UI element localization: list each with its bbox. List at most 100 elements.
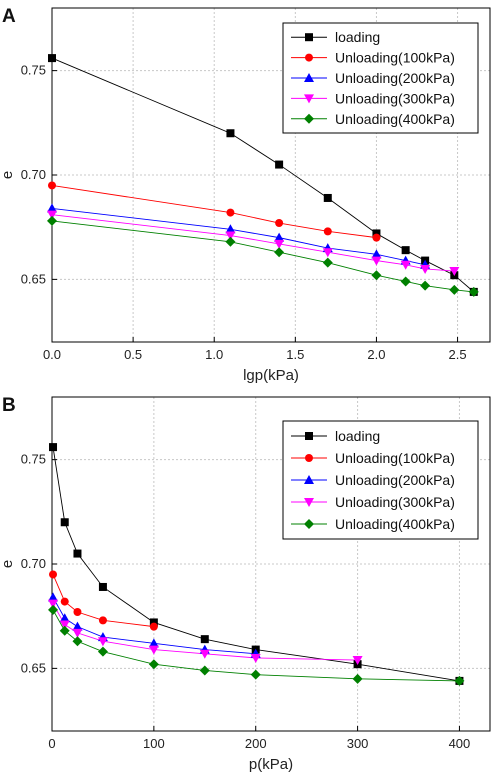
data-point-series-3 — [72, 628, 83, 638]
data-point-series-4 — [449, 284, 460, 295]
data-point-series-4 — [352, 673, 363, 684]
legend: loading Unloading(100kPa) Unloading(200kPa… — [282, 22, 479, 134]
data-point-series-2 — [274, 232, 285, 242]
data-point-series-4 — [322, 257, 333, 268]
series-line-3 — [51, 214, 455, 272]
x-axis-label: lgp(kPa) — [243, 367, 299, 384]
legend-marker — [305, 454, 313, 462]
x-tick-label: 1.0 — [205, 347, 223, 362]
data-point-series-0 — [60, 518, 69, 527]
data-point-series-3 — [97, 637, 108, 647]
data-point-series-0 — [149, 618, 158, 627]
legend-label: Unloading(100kPa) — [335, 50, 455, 66]
data-point-series-3 — [449, 267, 460, 277]
x-tick-label: 300 — [347, 736, 369, 751]
legend-marker — [304, 475, 314, 484]
data-point-series-2 — [59, 613, 70, 623]
data-point-series-4 — [148, 659, 159, 670]
data-point-series-4 — [454, 675, 465, 686]
x-tick-label: 100 — [143, 736, 165, 751]
x-tick-label: 0 — [48, 736, 55, 751]
legend-label: Unloading(300kPa) — [335, 494, 455, 510]
data-point-series-3 — [225, 231, 236, 241]
data-point-series-4 — [225, 236, 236, 247]
data-point-series-0 — [275, 160, 284, 169]
y-tick-label: 0.65 — [21, 271, 46, 286]
legend-marker — [304, 73, 314, 82]
data-point-series-0 — [48, 54, 56, 63]
data-point-series-3 — [371, 256, 382, 266]
legend-label: Unloading(400kPa) — [335, 111, 455, 127]
chart-panel-a: A 0.0 0.5 1.0 1.5 2.0 2.5 0.65 0.70 0.75 lgp(kPa) e… — [0, 6, 491, 384]
data-point-series-0 — [323, 193, 332, 202]
data-point-series-3 — [274, 239, 285, 249]
x-axis-label: p(kPa) — [249, 756, 293, 773]
y-axis-label: e — [0, 171, 16, 179]
x-tick-label: 0.0 — [43, 347, 61, 362]
data-point-series-3 — [250, 653, 261, 663]
legend: loading Unloading(100kPa) Unloading(200kPa… — [282, 420, 479, 540]
panel-letter: B — [2, 395, 16, 416]
legend-label: loading — [335, 428, 380, 444]
panel-letter: A — [2, 6, 16, 27]
legend-marker — [304, 498, 314, 507]
data-point-series-4 — [72, 636, 83, 647]
data-point-series-1 — [48, 181, 56, 190]
data-point-series-1 — [275, 219, 284, 228]
x-tick-label: 200 — [245, 736, 267, 751]
data-point-series-1 — [226, 208, 235, 217]
data-point-series-2 — [371, 249, 382, 259]
data-point-series-3 — [148, 645, 159, 655]
data-point-series-4 — [199, 665, 210, 676]
data-point-series-0 — [200, 635, 209, 644]
series-line-3 — [52, 603, 358, 661]
legend-label: Unloading(400kPa) — [335, 516, 455, 532]
y-axis-label: e — [0, 560, 16, 568]
data-point-series-0 — [226, 129, 235, 138]
data-point-series-0 — [401, 246, 410, 255]
data-point-series-4 — [400, 276, 411, 287]
data-point-series-1 — [60, 597, 69, 606]
y-tick-label: 0.70 — [21, 556, 46, 571]
legend-label: Unloading(200kPa) — [335, 472, 455, 488]
legend-marker — [305, 33, 313, 42]
y-tick-label: 0.65 — [21, 660, 46, 675]
data-point-series-3 — [59, 620, 70, 630]
legend-marker — [304, 519, 314, 529]
y-tick-label: 0.70 — [21, 167, 46, 182]
data-point-series-3 — [199, 649, 210, 659]
legend-marker — [304, 94, 314, 104]
data-point-series-4 — [59, 625, 70, 636]
data-point-series-1 — [372, 233, 381, 242]
data-point-series-1 — [98, 616, 107, 625]
data-point-series-3 — [322, 248, 333, 258]
data-point-series-0 — [98, 582, 107, 591]
data-point-series-2 — [225, 224, 236, 234]
data-point-series-3 — [47, 210, 57, 220]
legend-label: Unloading(100kPa) — [335, 450, 455, 466]
data-point-series-4 — [274, 247, 285, 258]
x-tick-label: 2.5 — [449, 347, 467, 362]
data-point-series-2 — [148, 638, 159, 648]
data-point-series-0 — [49, 443, 58, 452]
x-tick-label: 2.0 — [367, 347, 385, 362]
legend-label: loading — [335, 29, 380, 45]
data-point-series-4 — [47, 215, 57, 226]
data-point-series-1 — [49, 570, 58, 579]
legend-marker — [304, 113, 314, 124]
data-point-series-3 — [400, 260, 411, 270]
legend-marker — [305, 432, 313, 440]
data-point-series-3 — [420, 264, 431, 274]
data-point-series-4 — [420, 280, 431, 291]
data-point-series-1 — [149, 622, 158, 631]
data-point-series-1 — [73, 608, 82, 617]
chart-panel-b: B 0 100 200 300 400 0.65 0.70 0.75 p(kPa) e loading… — [0, 395, 491, 773]
legend-label: Unloading(300kPa) — [335, 90, 455, 106]
data-point-series-4 — [468, 286, 479, 297]
data-point-series-4 — [48, 604, 59, 615]
data-point-series-4 — [97, 646, 108, 657]
data-point-series-4 — [250, 669, 261, 680]
y-tick-label: 0.75 — [21, 63, 46, 78]
data-point-series-0 — [372, 229, 381, 238]
